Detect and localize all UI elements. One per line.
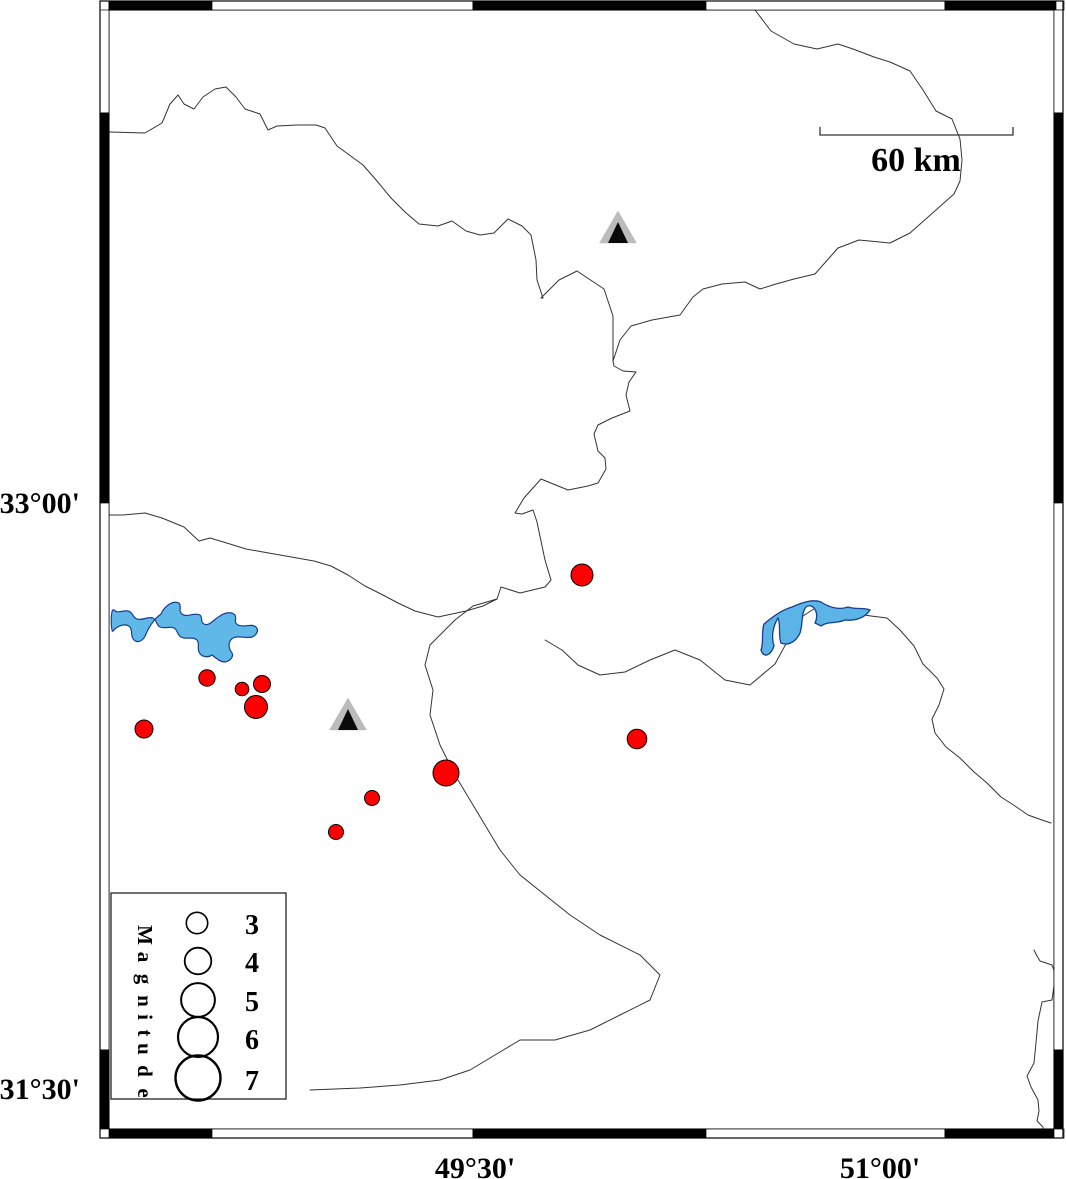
svg-text:5: 5 xyxy=(245,987,259,1018)
svg-text:31°30': 31°30' xyxy=(0,1073,80,1106)
svg-text:4: 4 xyxy=(245,948,259,979)
svg-text:g: g xyxy=(133,974,157,985)
svg-text:60 km: 60 km xyxy=(871,142,961,179)
svg-text:6: 6 xyxy=(245,1025,259,1056)
svg-text:i: i xyxy=(133,1014,157,1020)
svg-text:t: t xyxy=(133,1030,157,1037)
svg-text:a: a xyxy=(133,952,157,963)
svg-text:51°00': 51°00' xyxy=(840,1152,920,1179)
svg-text:d: d xyxy=(133,1065,157,1077)
svg-text:u: u xyxy=(133,1043,157,1055)
svg-text:e: e xyxy=(133,1088,157,1097)
svg-text:M: M xyxy=(133,925,157,945)
svg-text:3: 3 xyxy=(245,910,259,941)
svg-text:33°00': 33°00' xyxy=(0,487,80,520)
svg-text:n: n xyxy=(133,995,157,1007)
svg-text:49°30': 49°30' xyxy=(435,1152,515,1179)
svg-text:7: 7 xyxy=(245,1066,259,1097)
